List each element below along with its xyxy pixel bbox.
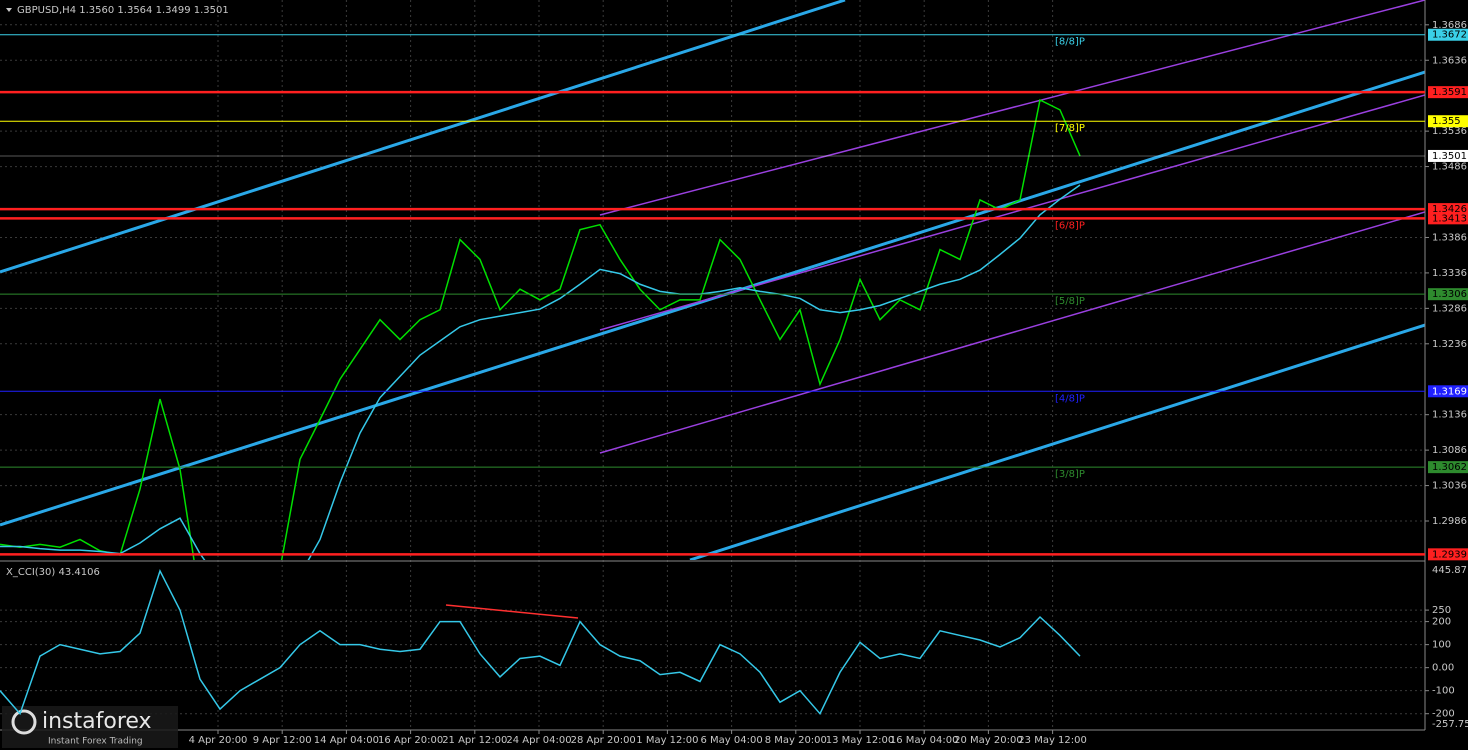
level-name: [7/8]P xyxy=(1055,123,1085,134)
level-label: 1.3062 xyxy=(1432,462,1467,473)
x-tick-label: 1 May 12:00 xyxy=(636,735,698,746)
level-label: 1.3591 xyxy=(1432,87,1467,98)
x-tick-label: 24 Apr 04:00 xyxy=(506,735,571,746)
level-label-box xyxy=(1428,86,1468,99)
level-label-box xyxy=(1428,548,1468,561)
y-tick-label: 250 xyxy=(1432,605,1451,616)
y-tick-label: 1.3286 xyxy=(1432,303,1467,314)
level-name: [8/8]P xyxy=(1055,37,1085,48)
logo-tagline: Instant Forex Trading xyxy=(48,737,143,747)
level-label-box xyxy=(1428,149,1468,162)
y-tick-label: 1.3686 xyxy=(1432,20,1467,31)
x-tick-label: 4 Apr 20:00 xyxy=(189,735,248,746)
level-label: 1.3413 xyxy=(1432,213,1467,224)
x-tick-label: 20 May 20:00 xyxy=(954,735,1023,746)
y-tick-label: 1.3336 xyxy=(1432,268,1467,279)
y-tick-label: 0.00 xyxy=(1432,663,1454,674)
x-tick-label: 14 Apr 04:00 xyxy=(314,735,379,746)
series-line xyxy=(0,568,1081,716)
y-tick-label: 1.3536 xyxy=(1432,126,1467,137)
y-tick-label: 100 xyxy=(1432,640,1451,651)
logo-text: instaforex xyxy=(42,709,152,734)
level-label: 1.355 xyxy=(1432,116,1461,127)
x-tick-label: 28 Apr 20:00 xyxy=(571,735,636,746)
channel-line xyxy=(689,323,1425,560)
level-name: [3/8]P xyxy=(1055,469,1085,480)
level-label: 1.3306 xyxy=(1432,289,1467,300)
channel-line xyxy=(599,211,1425,454)
indicator-title: X_CCI(30) 43.4106 xyxy=(6,567,100,578)
series-line xyxy=(0,184,1081,560)
level-label-box xyxy=(1428,28,1468,41)
level-label: 1.3501 xyxy=(1432,151,1467,162)
y-tick-label: 1.3236 xyxy=(1432,339,1467,350)
x-tick-label: 6 May 04:00 xyxy=(700,735,762,746)
y-tick-label: 1.3486 xyxy=(1432,162,1467,173)
x-tick-label: 9 Apr 12:00 xyxy=(253,735,312,746)
divergence-line xyxy=(445,604,579,619)
level-label: 1.2939 xyxy=(1432,549,1467,560)
level-label: 1.3672 xyxy=(1432,30,1467,41)
channels xyxy=(0,0,1425,560)
cci-min-label: -257.757 xyxy=(1432,719,1468,730)
channel-line xyxy=(0,0,846,274)
level-label-box xyxy=(1428,288,1468,301)
channel-line xyxy=(599,94,1425,331)
level-label: 1.3426 xyxy=(1432,204,1467,215)
level-label-box xyxy=(1428,212,1468,225)
level-label: 1.3169 xyxy=(1432,386,1467,397)
channel-line xyxy=(599,0,1425,216)
series-group xyxy=(0,568,1081,716)
x-tick-label: 16 May 04:00 xyxy=(890,735,959,746)
x-tick-label: 8 May 20:00 xyxy=(765,735,827,746)
x-tick-label: 16 Apr 20:00 xyxy=(378,735,443,746)
series-line xyxy=(0,98,1081,560)
y-tick-label: 1.3136 xyxy=(1432,410,1467,421)
x-tick-label: 13 May 12:00 xyxy=(826,735,895,746)
x-tick-label: 21 Apr 12:00 xyxy=(442,735,507,746)
level-label-box xyxy=(1428,385,1468,398)
chart-title: GBPUSD,H4 1.3560 1.3564 1.3499 1.3501 xyxy=(17,5,229,16)
y-tick-label: -200 xyxy=(1432,709,1455,720)
y-tick-label: 1.3086 xyxy=(1432,445,1467,456)
cci-max-label: 445.8715 xyxy=(1432,565,1468,576)
level-name: [4/8]P xyxy=(1055,393,1085,404)
x-tick-label: 23 May 12:00 xyxy=(1018,735,1087,746)
level-name: [5/8]P xyxy=(1055,296,1085,307)
logo-icon xyxy=(11,709,37,735)
level-name: [6/8]P xyxy=(1055,220,1085,231)
level-label-box xyxy=(1428,115,1468,128)
y-tick-label: 1.3386 xyxy=(1432,232,1467,243)
level-label-box xyxy=(1428,461,1468,474)
y-tick-label: -100 xyxy=(1432,686,1455,697)
menu-icon xyxy=(6,8,12,12)
y-tick-label: 200 xyxy=(1432,617,1451,628)
y-tick-label: 1.3636 xyxy=(1432,55,1467,66)
series-group xyxy=(0,34,1425,560)
level-label-box xyxy=(1428,203,1468,216)
y-tick-label: 1.3036 xyxy=(1432,481,1467,492)
y-tick-label: 1.2986 xyxy=(1432,516,1467,527)
